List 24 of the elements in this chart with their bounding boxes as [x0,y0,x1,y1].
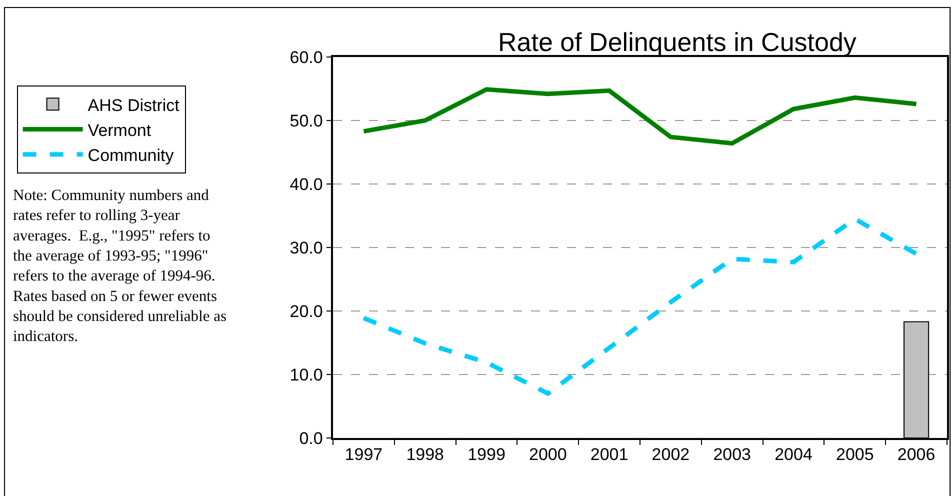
chart-title: Rate of Delinquents in Custody [498,27,856,57]
y-tick-label: 50.0 [290,111,323,130]
y-tick-label: 30.0 [290,238,323,258]
x-tick-label: 2002 [652,445,690,464]
x-tick-label: 2004 [774,445,812,464]
x-tick-label: 1999 [468,445,506,464]
x-tick-label: 2001 [590,445,628,464]
x-tick-label: 2006 [897,445,936,464]
legend-label: AHS District [88,96,180,115]
x-tick-label: 1998 [406,445,444,464]
x-tick-label: 2003 [713,445,752,464]
line-series [361,216,919,396]
y-tick-label: 60.0 [290,48,323,67]
y-tick-label: 40.0 [290,174,323,194]
y-tick-label: 20.0 [290,302,323,321]
line-series [361,87,919,146]
x-tick-label: 2000 [528,445,567,464]
legend-label: Community [88,146,174,165]
x-tick-label: 1997 [344,445,383,464]
y-tick-label: 0.0 [299,428,323,448]
y-tick-label: 10.0 [290,365,323,384]
text: Note: Community numbers and rates refer to rolling 3-year averages. E.g., "1995" refers to the average of 1993-95; "1996" refers to the average of 1994-96. Rates based on 5 or fewer events should be considered unreliable as indicators. [13,187,226,346]
x-tick-label: 2005 [836,445,874,464]
legend-label: Vermont [88,120,152,140]
